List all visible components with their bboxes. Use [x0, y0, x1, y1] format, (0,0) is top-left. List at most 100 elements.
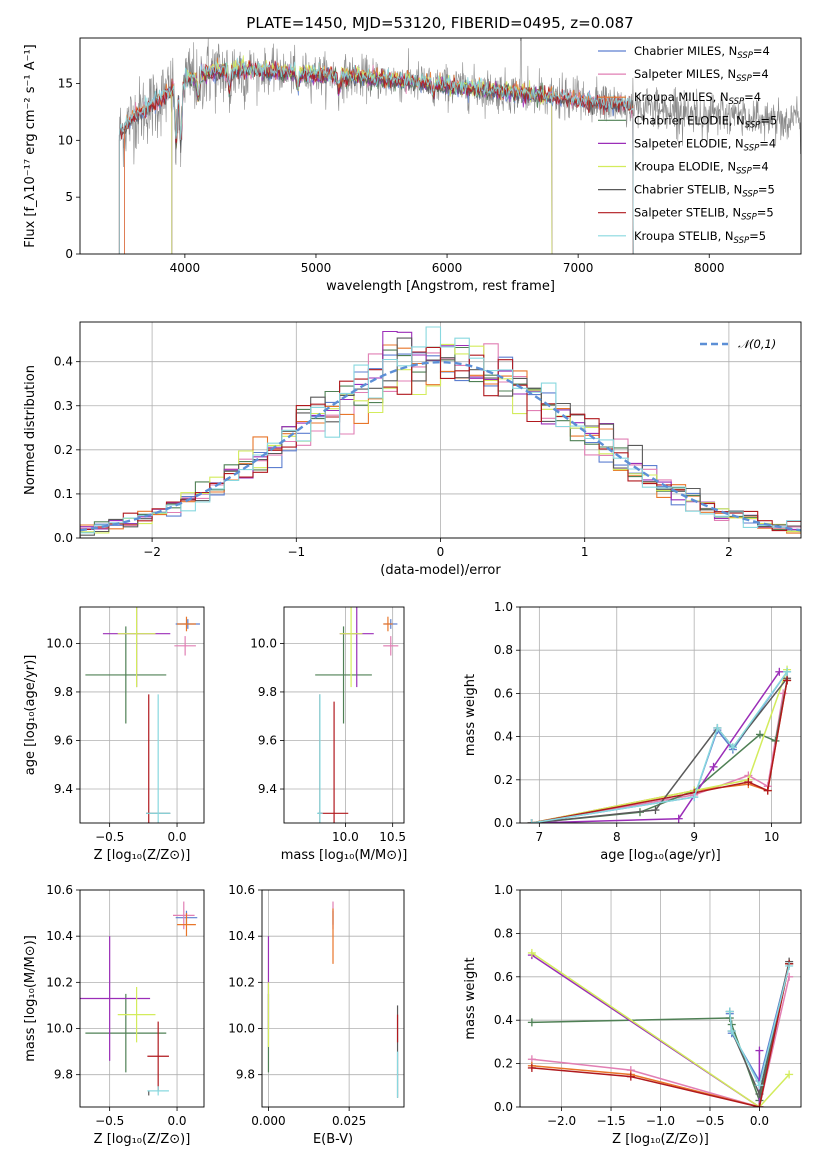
data-point — [674, 814, 683, 823]
y-tick-label: 10.6 — [46, 883, 73, 897]
histogram-kroupa-stelib — [80, 326, 801, 538]
legend-entry-value: =4 — [744, 90, 761, 104]
legend-entry: Chabrier MILES, NSSP=4 — [634, 44, 770, 61]
y-tick-label: 10.0 — [46, 1022, 73, 1036]
errorbar-salpeter-stelib — [147, 1021, 169, 1091]
series-chabrier-stelib — [527, 674, 792, 823]
legend-entry-subscript: SSP — [744, 143, 760, 153]
y-tick-label: 10.4 — [228, 929, 255, 943]
legend-entry-subscript: SSP — [741, 213, 757, 223]
axes-frame — [79, 321, 802, 539]
y-tick-label: 9.8 — [54, 685, 73, 699]
errorbar-kroupa-miles — [177, 616, 196, 632]
plot-area — [315, 607, 399, 823]
x-tick-label: 4000 — [170, 261, 201, 275]
y-tick-label: 1.0 — [494, 600, 513, 614]
data-point — [744, 777, 753, 786]
data-point — [690, 793, 699, 802]
x-tick-label: 5000 — [301, 261, 332, 275]
legend-entry: Salpeter STELIB, NSSP=5 — [634, 206, 774, 223]
y-tick-label: 9.6 — [54, 733, 73, 747]
x-tick-label: 10.0 — [332, 830, 359, 844]
x-tick-label: 0 — [437, 545, 445, 559]
legend-entry: Chabrier ELODIE, NSSP=5 — [634, 113, 777, 130]
plot-area — [267, 901, 399, 1098]
legend-entry-subscript: SSP — [736, 74, 752, 84]
series-line — [531, 669, 788, 823]
data-point — [727, 1027, 736, 1036]
y-tick-label: 10.0 — [228, 1022, 255, 1036]
axes-frame — [79, 37, 802, 255]
x-tick-label: 10.5 — [379, 830, 406, 844]
y-axis-label: Flux [f_λ10⁻¹⁷ erg cm⁻² s⁻¹ A⁻¹] — [23, 44, 38, 248]
y-tick-label: 0.2 — [54, 443, 73, 457]
legend-entry-value: =5 — [758, 183, 775, 197]
model-kroupa-stelib-line — [118, 57, 634, 254]
y-tick-label: 9.6 — [258, 733, 277, 747]
legend-entry-value: =5 — [757, 206, 774, 220]
y-tick-label: 9.4 — [54, 782, 73, 796]
data-point — [527, 819, 536, 823]
data-point — [755, 730, 764, 739]
legend-entry-text: Salpeter MILES, N — [634, 67, 736, 81]
data-point — [713, 723, 722, 732]
y-tick-label: 0.6 — [494, 970, 513, 984]
data-point — [728, 743, 737, 752]
x-tick-label: 0.000 — [251, 1114, 285, 1128]
legend-entry-text: Chabrier STELIB, N — [634, 183, 742, 197]
x-axis-label: age [log₁₀(age/yr)] — [600, 848, 721, 863]
legend-entry-subscript: SSP — [736, 167, 752, 177]
panel-mass-vs-ebv: 0.000 0.025 9.8 10.0 10.2 10.4 10.6 E(B-V) — [228, 883, 405, 1147]
errorbar-salpeter-miles — [383, 636, 399, 656]
data-point — [709, 762, 718, 771]
y-tick-label: 9.4 — [258, 782, 277, 796]
series-line — [531, 954, 761, 1107]
data-point — [755, 1103, 764, 1107]
y-tick-label: 10.2 — [228, 975, 255, 989]
axes-frame — [79, 889, 205, 1108]
data-point — [785, 1070, 794, 1079]
legend-entry: Salpeter ELODIE, NSSP=4 — [634, 136, 776, 153]
x-tick-label: 8000 — [694, 261, 725, 275]
y-tick-label: 10 — [58, 133, 73, 147]
y-tick-label: 0.2 — [494, 773, 513, 787]
errorbar-salpeter-miles — [174, 636, 196, 656]
legend-entry-text: Salpeter ELODIE, N — [634, 136, 744, 150]
plot-area — [118, 38, 801, 254]
x-tick-label: 0.0 — [167, 830, 186, 844]
errorbar-kroupa-elodie — [117, 607, 156, 688]
data-point — [783, 667, 792, 676]
legend-entry: Kroupa MILES, NSSP=4 — [634, 90, 761, 107]
legend-entry: Kroupa STELIB, NSSP=5 — [634, 229, 766, 246]
legend-entry-subscript: SSP — [742, 190, 758, 200]
x-tick-label: 10 — [764, 830, 779, 844]
x-tick-label: 8 — [613, 830, 621, 844]
errorbar-kroupa-stelib — [147, 1086, 169, 1096]
x-tick-label: 0.0 — [167, 1114, 186, 1128]
legend-entry-subscript: SSP — [734, 236, 750, 246]
legend-entry-text: Chabrier ELODIE, N — [634, 113, 745, 127]
data-point — [527, 1063, 536, 1072]
histogram-salpeter-stelib — [80, 346, 801, 538]
data-point — [785, 961, 794, 970]
legend-entry-text: Chabrier MILES, N — [634, 44, 737, 58]
legend-entry-value: =4 — [753, 44, 770, 58]
x-axis-label: E(B-V) — [313, 1132, 353, 1147]
y-tick-label: 0.6 — [494, 686, 513, 700]
series-line — [531, 976, 790, 1107]
figure-title: PLATE=1450, MJD=53120, FIBERID=0495, z=0… — [246, 14, 633, 32]
axes-frame — [519, 606, 802, 824]
x-tick-label: 0.0 — [750, 1114, 769, 1128]
normal-reference-curve — [80, 360, 801, 532]
panel-mass-weight-vs-age: 7 8 9 10 0.0 0.2 0.4 0.6 0.8 1.0 age [log₁₀(age/yr… — [463, 600, 802, 863]
y-tick-label: 0.2 — [494, 1057, 513, 1071]
series-line — [531, 952, 790, 1107]
plot-area — [80, 901, 198, 1096]
legend-entry-subscript: SSP — [737, 51, 753, 61]
data-point — [725, 1007, 734, 1016]
errorbar-kroupa-stelib — [317, 694, 323, 823]
series-line — [729, 965, 790, 1088]
errorbar-kroupa-miles — [177, 913, 196, 937]
